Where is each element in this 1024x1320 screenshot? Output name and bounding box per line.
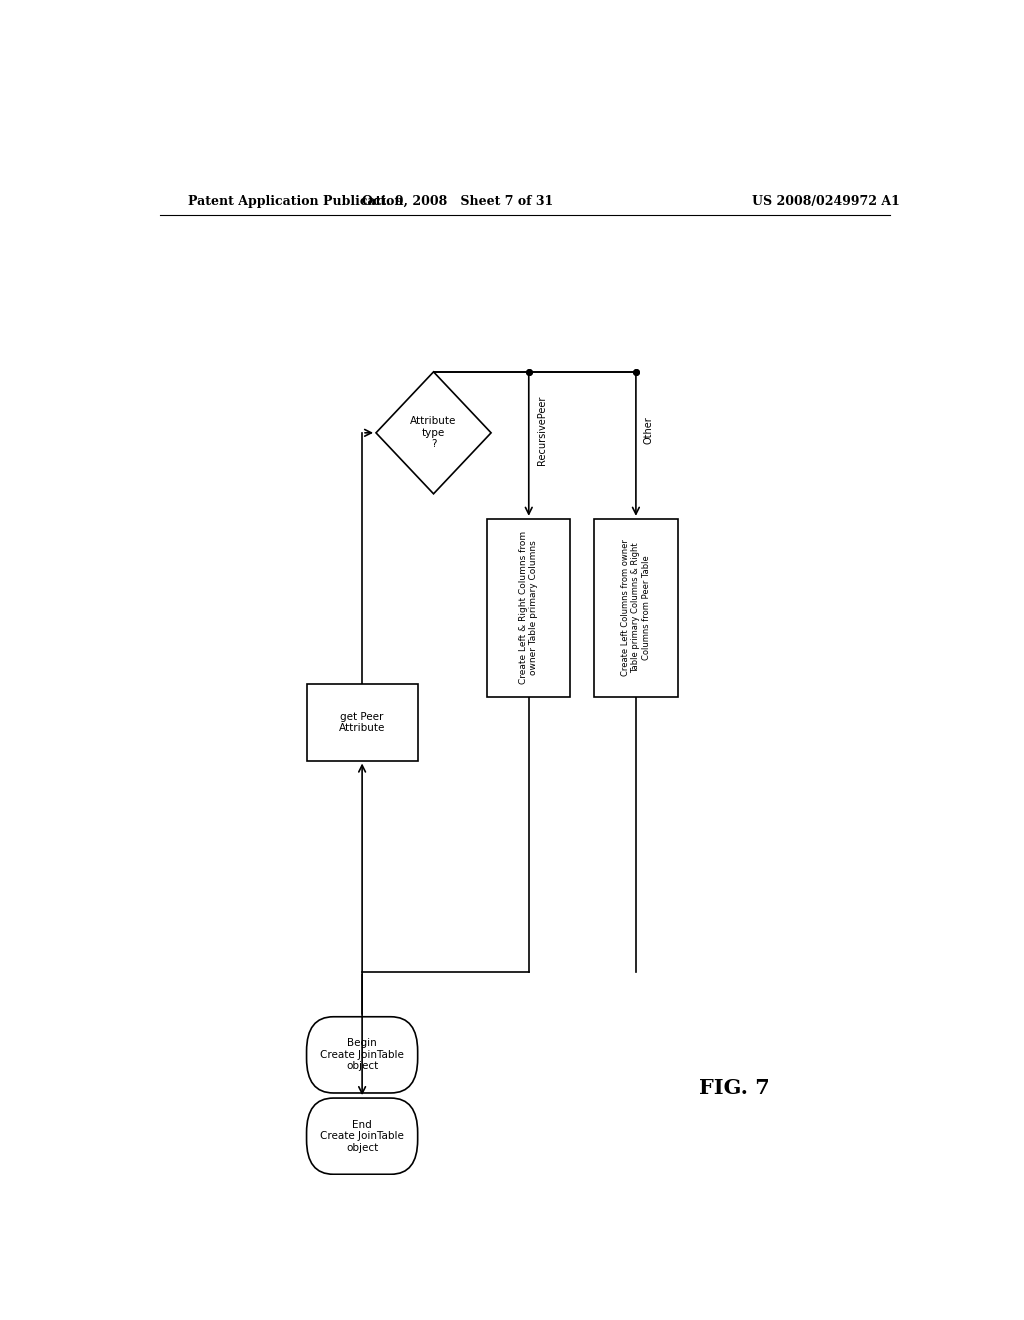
Text: Patent Application Publication: Patent Application Publication: [187, 194, 403, 207]
FancyBboxPatch shape: [306, 684, 418, 760]
Text: Begin
Create JoinTable
object: Begin Create JoinTable object: [321, 1039, 404, 1072]
Text: Create Left & Right Columns from
owner Table primary Columns: Create Left & Right Columns from owner T…: [519, 531, 539, 684]
FancyBboxPatch shape: [594, 519, 678, 697]
Text: RecursivePeer: RecursivePeer: [537, 396, 547, 465]
Polygon shape: [376, 372, 492, 494]
FancyBboxPatch shape: [487, 519, 570, 697]
Text: get Peer
Attribute: get Peer Attribute: [339, 711, 385, 734]
Text: US 2008/0249972 A1: US 2008/0249972 A1: [753, 194, 900, 207]
Text: Oct. 9, 2008   Sheet 7 of 31: Oct. 9, 2008 Sheet 7 of 31: [361, 194, 553, 207]
Text: Attribute
type
?: Attribute type ?: [411, 416, 457, 449]
Text: FIG. 7: FIG. 7: [699, 1078, 770, 1098]
Text: Other: Other: [644, 416, 654, 444]
FancyBboxPatch shape: [306, 1098, 418, 1175]
Text: Create Left Columns from owner
Table primary Columns & Right
Columns from Peer T: Create Left Columns from owner Table pri…: [621, 539, 651, 676]
FancyBboxPatch shape: [306, 1016, 418, 1093]
Text: End
Create JoinTable
object: End Create JoinTable object: [321, 1119, 404, 1152]
